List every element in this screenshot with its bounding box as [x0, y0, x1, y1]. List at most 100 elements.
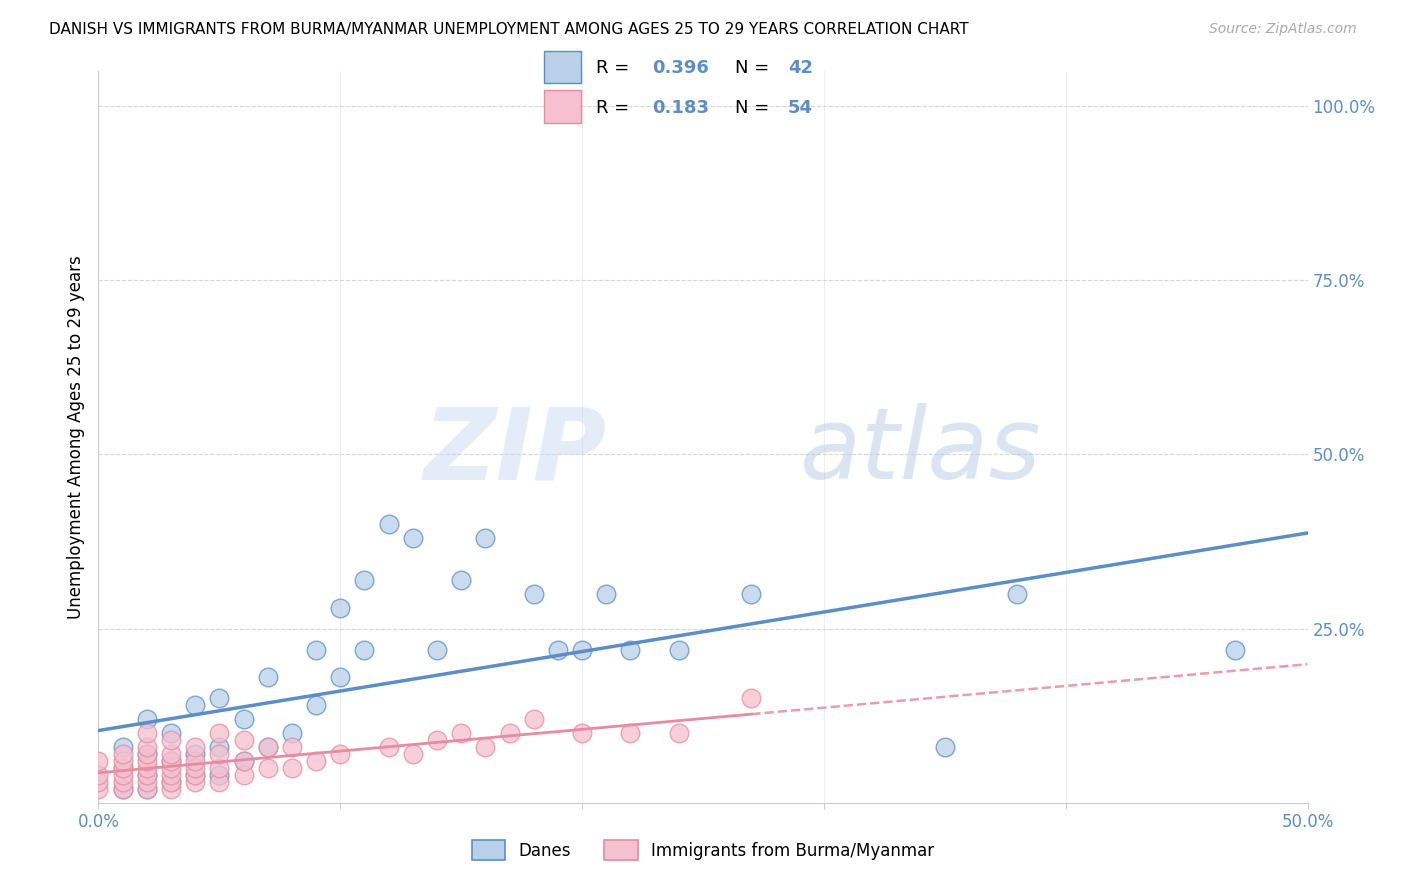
Text: DANISH VS IMMIGRANTS FROM BURMA/MYANMAR UNEMPLOYMENT AMONG AGES 25 TO 29 YEARS C: DANISH VS IMMIGRANTS FROM BURMA/MYANMAR …: [49, 22, 969, 37]
Point: [111, 781, 134, 796]
Point: [571, 642, 593, 657]
Point: [523, 712, 546, 726]
Point: [426, 733, 449, 747]
Point: [135, 754, 157, 768]
Point: [87, 768, 110, 782]
Point: [353, 573, 375, 587]
Bar: [544, 90, 581, 122]
Point: [1007, 587, 1029, 601]
Point: [281, 726, 304, 740]
Text: Source: ZipAtlas.com: Source: ZipAtlas.com: [1209, 22, 1357, 37]
Point: [668, 726, 690, 740]
Point: [232, 712, 254, 726]
Point: [668, 642, 690, 657]
Point: [184, 747, 207, 761]
Legend: Danes, Immigrants from Burma/Myanmar: Danes, Immigrants from Burma/Myanmar: [472, 840, 934, 860]
Point: [402, 531, 425, 545]
Point: [160, 775, 183, 789]
Point: [111, 761, 134, 775]
Point: [111, 740, 134, 755]
Point: [208, 747, 231, 761]
Point: [208, 691, 231, 706]
Point: [160, 775, 183, 789]
Point: [111, 747, 134, 761]
Point: [208, 761, 231, 775]
Point: [377, 740, 399, 755]
Point: [160, 768, 183, 782]
Text: 42: 42: [787, 60, 813, 78]
Point: [305, 642, 328, 657]
Point: [135, 761, 157, 775]
Point: [329, 600, 352, 615]
Point: [450, 726, 472, 740]
Bar: [544, 51, 581, 83]
Point: [329, 747, 352, 761]
Point: [498, 726, 520, 740]
Point: [232, 768, 254, 782]
Point: [160, 754, 183, 768]
Point: [135, 781, 157, 796]
Point: [111, 761, 134, 775]
Point: [474, 740, 496, 755]
Point: [135, 768, 157, 782]
Point: [208, 768, 231, 782]
Point: [450, 573, 472, 587]
Text: R =: R =: [596, 60, 636, 78]
Point: [111, 775, 134, 789]
Point: [135, 747, 157, 761]
Text: 54: 54: [787, 99, 813, 117]
Point: [1223, 642, 1246, 657]
Text: N =: N =: [735, 99, 775, 117]
Point: [256, 740, 278, 755]
Point: [281, 740, 304, 755]
Point: [184, 754, 207, 768]
Point: [305, 754, 328, 768]
Point: [523, 587, 546, 601]
Point: [353, 642, 375, 657]
Point: [474, 531, 496, 545]
Point: [232, 754, 254, 768]
Point: [595, 587, 617, 601]
Point: [160, 761, 183, 775]
Text: ZIP: ZIP: [423, 403, 606, 500]
Point: [547, 642, 569, 657]
Point: [184, 740, 207, 755]
Point: [135, 768, 157, 782]
Point: [377, 517, 399, 532]
Point: [256, 761, 278, 775]
Point: [160, 747, 183, 761]
Point: [619, 726, 641, 740]
Point: [87, 781, 110, 796]
Point: [571, 726, 593, 740]
Point: [305, 698, 328, 713]
Point: [208, 726, 231, 740]
Point: [135, 775, 157, 789]
Point: [160, 781, 183, 796]
Point: [232, 733, 254, 747]
Point: [184, 698, 207, 713]
Point: [111, 781, 134, 796]
Point: [208, 740, 231, 755]
Point: [160, 733, 183, 747]
Point: [281, 761, 304, 775]
Point: [426, 642, 449, 657]
Text: N =: N =: [735, 60, 775, 78]
Point: [87, 754, 110, 768]
Point: [135, 781, 157, 796]
Point: [740, 691, 762, 706]
Point: [184, 775, 207, 789]
Point: [329, 670, 352, 684]
Point: [619, 642, 641, 657]
Point: [160, 726, 183, 740]
Text: R =: R =: [596, 99, 636, 117]
Point: [740, 587, 762, 601]
Point: [111, 754, 134, 768]
Y-axis label: Unemployment Among Ages 25 to 29 years: Unemployment Among Ages 25 to 29 years: [66, 255, 84, 619]
Point: [135, 740, 157, 755]
Text: 0.183: 0.183: [652, 99, 709, 117]
Point: [184, 761, 207, 775]
Text: atlas: atlas: [800, 403, 1042, 500]
Point: [934, 740, 956, 755]
Point: [111, 768, 134, 782]
Point: [208, 775, 231, 789]
